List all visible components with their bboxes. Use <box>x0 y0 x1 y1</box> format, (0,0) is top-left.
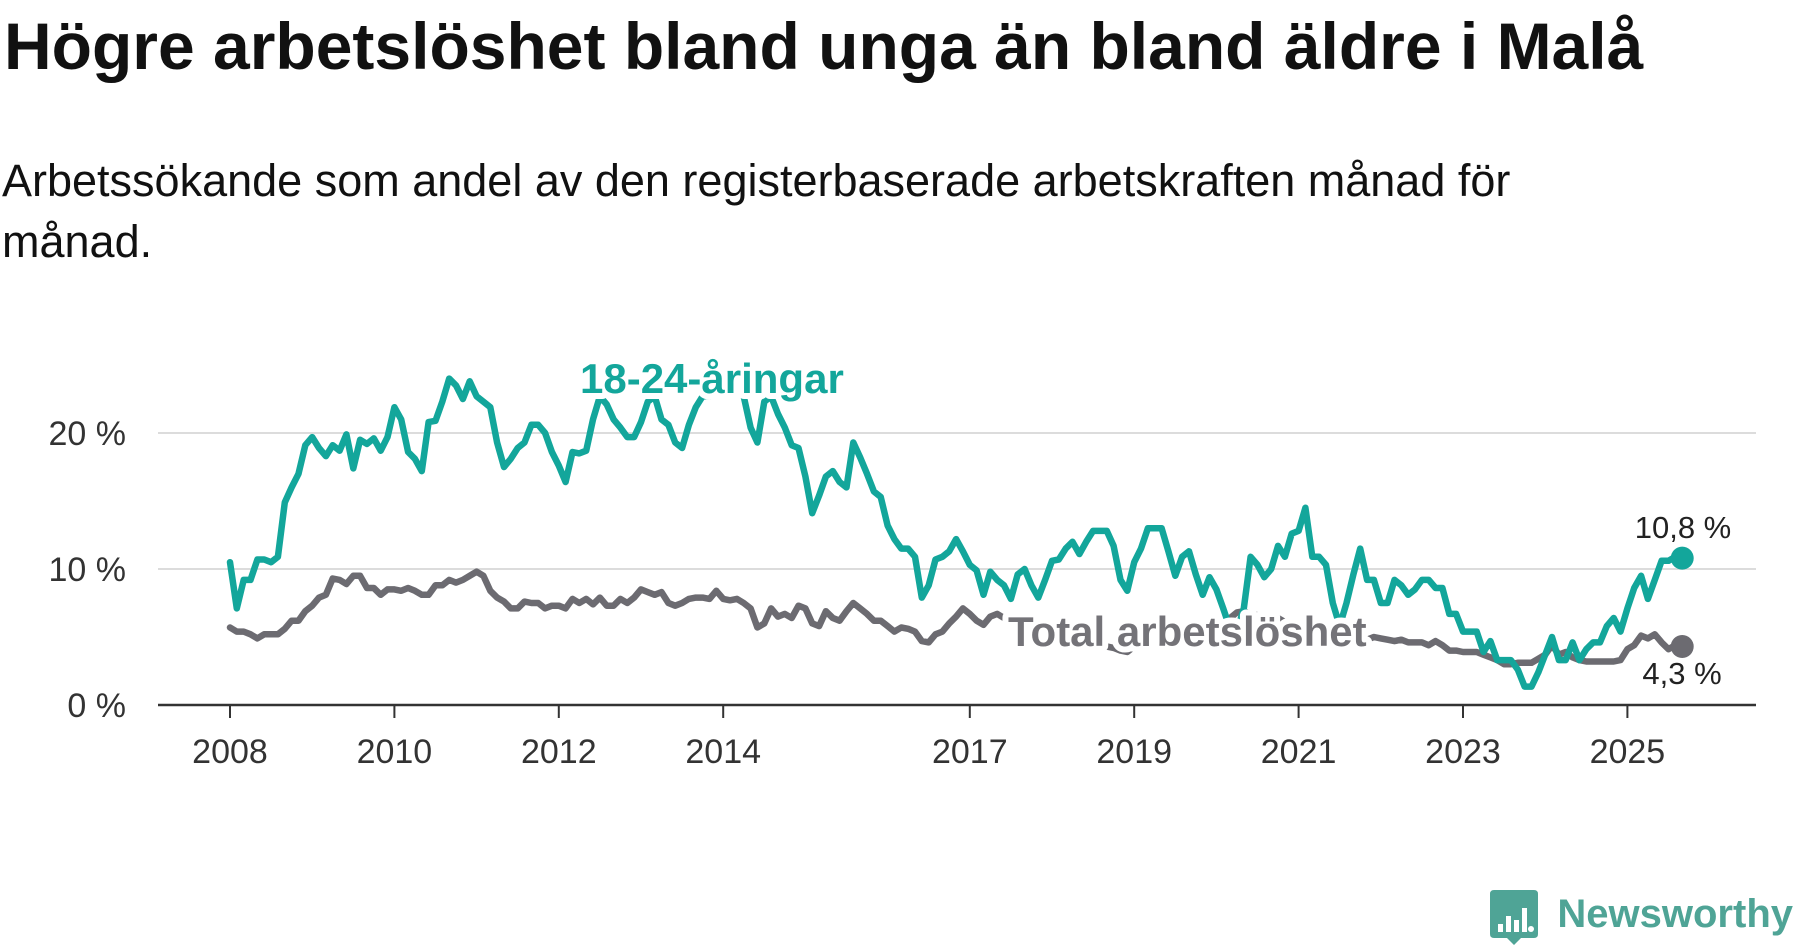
series-line-youth <box>226 375 1686 690</box>
end-point-youth <box>1670 546 1694 570</box>
x-tick-label: 2008 <box>192 733 268 771</box>
x-tick-label: 2012 <box>521 733 597 771</box>
x-tick-label: 2017 <box>932 733 1008 771</box>
y-axis: 0 % 10 % 20 % <box>49 415 127 725</box>
x-tick-label: 2010 <box>357 733 433 771</box>
x-tick-label: 2014 <box>685 733 761 771</box>
series-label-youth: 18-24-åringar <box>580 355 844 402</box>
y-tick-label: 10 % <box>49 551 127 589</box>
end-label-total: 4,3 % <box>1642 656 1721 691</box>
y-tick-label: 0 % <box>67 687 126 725</box>
x-tick-label: 2025 <box>1590 733 1666 771</box>
series-label-total: Total arbetslöshet <box>1008 608 1367 655</box>
gridlines <box>158 432 1756 570</box>
bar-chart-bubble-icon <box>1490 890 1538 945</box>
chart-subtitle: Arbetssökande som andel av den registerb… <box>2 155 1511 267</box>
end-label-youth: 10,8 % <box>1635 510 1732 545</box>
chart-title: Högre arbetslöshet bland unga än bland ä… <box>4 9 1644 83</box>
x-tick-label: 2019 <box>1096 733 1172 771</box>
x-axis: 2008 2010 2012 2014 2017 2019 2021 2023 2025 <box>192 705 1665 771</box>
x-tick-label: 2023 <box>1425 733 1501 771</box>
end-point-total <box>1670 635 1694 658</box>
x-tick-label: 2021 <box>1261 733 1337 771</box>
brand-name: Newsworthy <box>1557 892 1793 936</box>
series-line-total <box>226 568 1686 668</box>
y-tick-label: 20 % <box>49 415 127 453</box>
